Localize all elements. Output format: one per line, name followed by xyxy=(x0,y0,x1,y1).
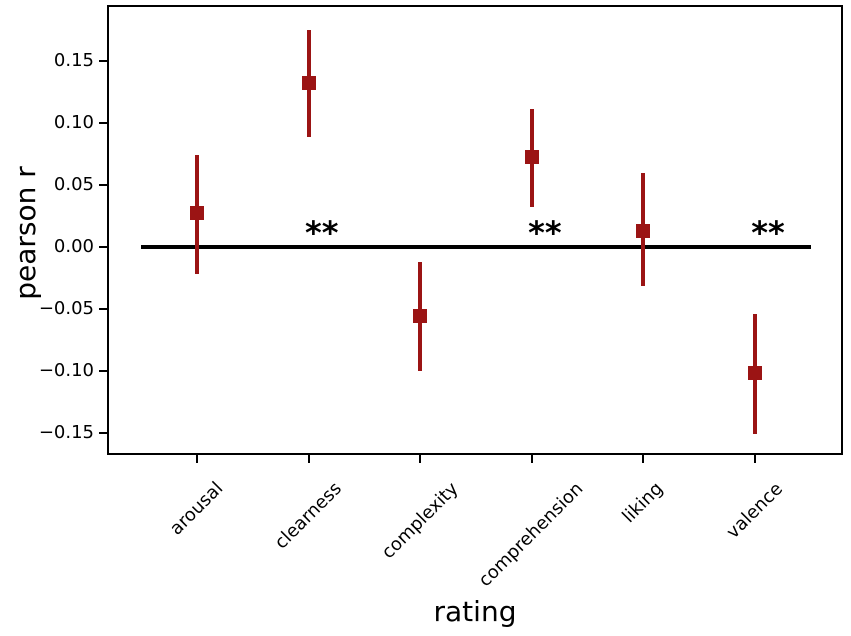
x-tick-label-liking: liking xyxy=(618,477,668,527)
y-axis-tick xyxy=(99,307,107,310)
y-axis-tick xyxy=(99,245,107,248)
data-point-marker-liking xyxy=(636,223,651,238)
x-axis-label: rating xyxy=(433,595,517,628)
x-tick-label-clearness: clearness xyxy=(270,477,347,554)
y-tick-label: 0.15 xyxy=(53,49,94,71)
y-tick-label: −0.05 xyxy=(38,297,94,319)
data-point-marker-complexity xyxy=(413,309,428,324)
y-axis-tick xyxy=(99,431,107,434)
data-point-marker-comprehension xyxy=(524,150,539,165)
x-axis-tick xyxy=(307,455,310,463)
y-tick-label: 0.10 xyxy=(53,111,94,133)
data-point-marker-clearness xyxy=(301,75,316,90)
y-tick-label: 0.00 xyxy=(53,235,94,257)
x-axis-tick xyxy=(530,455,533,463)
plot-area xyxy=(107,5,843,455)
x-axis-tick xyxy=(196,455,199,463)
x-axis-tick xyxy=(642,455,645,463)
significance-label-clearness: ** xyxy=(305,213,339,252)
y-axis-tick xyxy=(99,369,107,372)
x-tick-label-valence: valence xyxy=(722,477,787,543)
x-tick-label-arousal: arousal xyxy=(166,478,228,540)
significance-label-comprehension: ** xyxy=(528,213,562,252)
y-axis-tick xyxy=(99,121,107,124)
y-axis-tick xyxy=(99,183,107,186)
data-point-marker-valence xyxy=(747,366,762,381)
y-axis-tick xyxy=(99,59,107,62)
y-tick-label: 0.05 xyxy=(53,173,94,195)
zero-reference-line xyxy=(141,244,811,249)
data-point-marker-arousal xyxy=(190,206,205,221)
significance-label-valence: ** xyxy=(751,213,785,252)
y-tick-label: −0.10 xyxy=(38,359,94,381)
x-axis-tick xyxy=(753,455,756,463)
x-tick-label-comprehension: comprehension xyxy=(474,478,588,591)
y-tick-label: −0.15 xyxy=(38,421,94,443)
x-tick-label-complexity: complexity xyxy=(377,477,463,563)
x-axis-tick xyxy=(419,455,422,463)
